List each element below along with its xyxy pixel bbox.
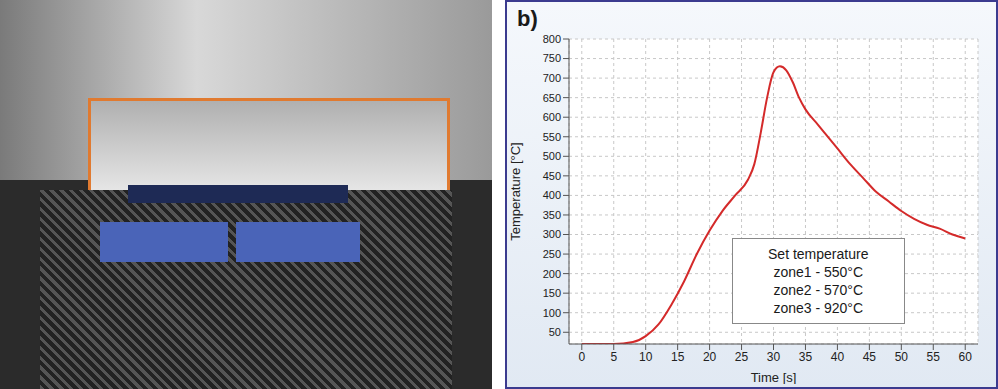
svg-text:200: 200 xyxy=(543,268,561,280)
svg-text:450: 450 xyxy=(543,170,561,182)
svg-text:800: 800 xyxy=(543,33,561,45)
svg-text:600: 600 xyxy=(543,111,561,123)
svg-text:Time [s]: Time [s] xyxy=(751,370,797,384)
svg-text:5: 5 xyxy=(610,350,617,364)
svg-text:300: 300 xyxy=(543,228,561,240)
svg-text:30: 30 xyxy=(767,350,781,364)
svg-text:25: 25 xyxy=(735,350,749,364)
svg-text:60: 60 xyxy=(959,350,973,364)
svg-text:10: 10 xyxy=(639,350,653,364)
svg-text:40: 40 xyxy=(831,350,845,364)
html-text:zone3 - 920°C: zone3 - 920°C xyxy=(773,300,863,317)
svg-text:0: 0 xyxy=(578,350,585,364)
svg-text:50: 50 xyxy=(895,350,909,364)
svg-text:700: 700 xyxy=(543,72,561,84)
svg-text:100: 100 xyxy=(543,307,561,319)
svg-text:20: 20 xyxy=(703,350,717,364)
html-text:b): b) xyxy=(517,6,538,31)
svg-text:45: 45 xyxy=(863,350,877,364)
svg-text:250: 250 xyxy=(543,248,561,260)
svg-text:150: 150 xyxy=(543,287,561,299)
html-text:zone2 - 570°C: zone2 - 570°C xyxy=(773,282,863,299)
svg-text:35: 35 xyxy=(799,350,813,364)
svg-text:650: 650 xyxy=(543,92,561,104)
svg-text:550: 550 xyxy=(543,131,561,143)
svg-text:350: 350 xyxy=(543,209,561,221)
html-text:zone1 - 550°C: zone1 - 550°C xyxy=(773,264,863,281)
svg-text:55: 55 xyxy=(927,350,941,364)
html-text:Set temperature: Set temperature xyxy=(768,246,869,263)
svg-text:500: 500 xyxy=(543,150,561,162)
svg-text:750: 750 xyxy=(543,52,561,64)
svg-text:Temperature [°C]: Temperature [°C] xyxy=(509,142,523,240)
svg-text:50: 50 xyxy=(549,326,561,338)
svg-text:400: 400 xyxy=(543,189,561,201)
svg-text:15: 15 xyxy=(671,350,685,364)
